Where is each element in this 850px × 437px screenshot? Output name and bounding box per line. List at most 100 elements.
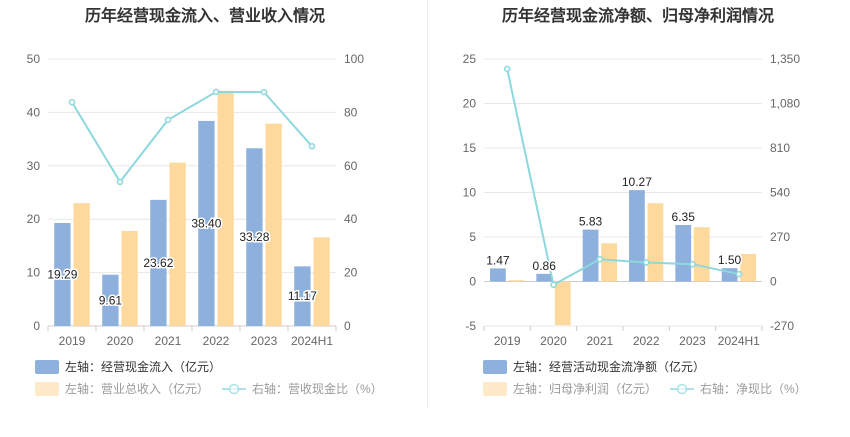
left-tick-label: -5 [465,319,476,333]
right-tick-label: 810 [770,141,790,155]
left-tick-label: 20 [27,212,41,226]
c2-ratio-point-2023 [689,260,696,268]
c1-bar-b-2023 [265,123,282,326]
x-tick-label: 2022 [203,334,230,348]
x-tick-label: 2021 [586,334,613,348]
chart-title: 历年经营现金流入、营业收入情况 [85,6,325,25]
c1-bar-a-2019 [54,222,71,326]
c2-data-label-2024H1: 1.50 [718,253,742,267]
x-tick-label: 2024H1 [718,334,760,348]
c1-bar-b-2020 [121,230,138,326]
c1-data-label-2024H1: 11.17 [288,289,317,303]
net-cash-profit-chart: 历年经营现金流净额、归母净利润情况 -5 0 5 10 15 20 25 -270 0 270 540… [463,6,807,396]
c2-data-label-2021: 5.83 [579,215,603,229]
c2-bar-b-2024H1 [740,253,756,282]
c1-bar-a-2021 [150,199,167,326]
legend-line-marker [676,383,688,395]
c2-bar-a-2020 [536,273,553,282]
x-tick-label: 2022 [633,334,660,348]
x-tick-label: 2023 [251,334,278,348]
x-tick-label: 2019 [59,334,86,348]
right-tick-label: 20 [344,266,358,280]
c1-ratio-point-2023 [260,88,268,96]
c1-ratio-point-2024H1 [308,143,316,150]
c1-data-label-2021: 23.62 [143,256,173,270]
right-tick-label: 80 [344,105,358,119]
right-tick-label: 1,080 [770,97,800,111]
c2-data-label-2020: 0.86 [533,259,557,273]
left-tick-label: 0 [33,319,40,333]
c2-bar-a-2022 [629,190,645,282]
right-tick-label: -270 [770,319,794,333]
panel-divider [427,0,428,408]
left-tick-label: 25 [463,52,477,66]
c1-bar-a-2024H1 [294,266,311,326]
right-tick-label: 100 [344,52,364,66]
c2-ratio-point-2020 [550,281,557,289]
c2-data-label-2019: 1.47 [486,253,510,267]
c1-ratio-line [71,90,313,184]
right-tick-label: 0 [770,275,777,289]
c2-data-label-2023: 6.35 [672,210,696,224]
left-tick-label: 10 [463,186,477,200]
right-tick-label: 0 [344,319,351,333]
c2-data-label-2022: 10.27 [622,175,652,189]
c2-ratio-point-2022 [642,259,650,266]
c2-bar-b-2020 [554,281,571,326]
c1-bar-b-2024H1 [313,237,330,326]
legend-label: 右轴：净现比（%） [700,381,807,396]
c2-bar-a-2021 [582,229,599,282]
right-tick-label: 270 [770,230,790,244]
left-tick-label: 40 [27,105,41,119]
c2-bar-b-2022 [647,203,664,282]
x-tick-label: 2021 [155,334,182,348]
left-tick-label: 0 [469,275,476,289]
legend-swatch [483,360,507,374]
right-tick-label: 40 [344,212,358,226]
legend-swatch [35,360,59,374]
x-tick-label: 2020 [540,334,567,348]
legend-label: 左轴：归母净利润（亿元） [513,381,657,396]
chart-title: 历年经营现金流净额、归母净利润情况 [502,6,774,25]
right-tick-label: 540 [770,186,790,200]
c1-data-label-2019: 19.29 [47,267,77,281]
legend-label: 左轴：营业总收入（亿元） [65,381,209,396]
c1-bar-a-2020 [102,274,119,326]
c2-ratio-point-2021 [596,256,604,263]
c2-ratio-point-2019 [503,65,511,73]
c1-ratio-point-2022 [212,88,220,96]
legend-swatch [35,382,59,396]
c1-bar-b-2021 [169,162,186,326]
left-tick-label: 5 [469,230,476,244]
c1-ratio-point-2021 [164,116,172,124]
c1-ratio-point-2019 [68,99,76,106]
left-tick-label: 30 [27,159,41,173]
cash-inflow-revenue-chart: 历年经营现金流入、营业收入情况 0 10 20 30 40 50 0 20 40 60 80 100 20… [27,6,383,396]
legend-swatch [483,382,507,396]
c1-bar-b-2019 [73,203,90,326]
left-tick-label: 10 [27,266,41,280]
right-tick-label: 60 [344,159,358,173]
c2-ratio-point-2024H1 [735,270,743,278]
c1-bar-a-2023 [246,148,263,326]
c2-bar-b-2021 [601,243,617,282]
x-tick-label: 2020 [107,334,134,348]
c2-bar-b-2023 [693,227,710,282]
legend-label: 左轴：经营现金流入（亿元） [65,359,221,374]
c1-data-label-2022: 38.40 [191,216,221,230]
c2-bar-b-2019 [508,280,525,282]
legend-line-marker [228,383,240,395]
legend-label: 右轴：营收现金比（%） [252,381,383,396]
left-tick-label: 50 [27,52,41,66]
c1-ratio-point-2020 [116,178,124,186]
x-tick-label: 2023 [679,334,706,348]
left-tick-label: 20 [463,97,477,111]
c1-bar-a-2022 [198,120,215,326]
legend-label: 左轴：经营活动现金流净额（亿元） [513,359,705,374]
x-tick-label: 2019 [494,334,521,348]
left-tick-label: 15 [463,141,477,155]
c1-data-label-2020: 9.61 [99,293,123,307]
x-tick-label: 2024H1 [291,334,333,348]
c1-bar-b-2022 [217,92,234,326]
